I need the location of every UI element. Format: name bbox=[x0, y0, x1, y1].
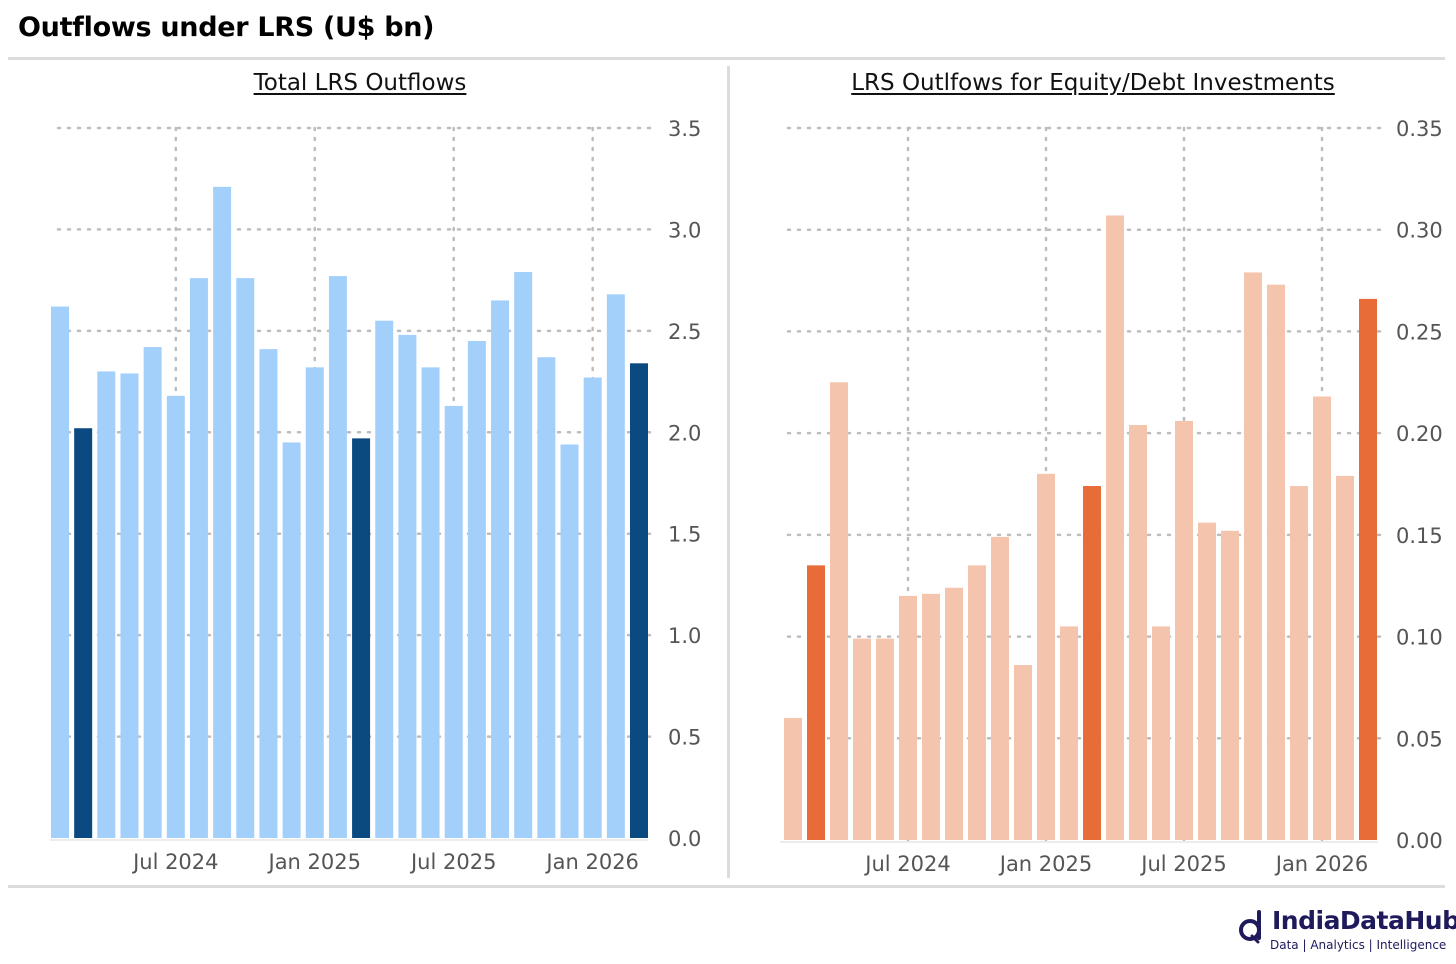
left-bar bbox=[189, 278, 208, 839]
left-bar bbox=[166, 395, 185, 838]
left-ytick-label: 2.5 bbox=[668, 320, 701, 344]
left-ytick-label: 3.0 bbox=[668, 218, 701, 242]
right-bar bbox=[784, 717, 802, 840]
left-bar bbox=[537, 357, 556, 838]
left-bar bbox=[514, 272, 533, 838]
left-bar bbox=[213, 186, 232, 839]
left-ytick-label: 2.0 bbox=[668, 421, 701, 445]
left-bar-highlight bbox=[74, 428, 93, 838]
bottom-divider bbox=[8, 885, 1445, 888]
left-bar bbox=[421, 367, 440, 838]
right-bar bbox=[1267, 284, 1285, 840]
left-bar bbox=[120, 373, 139, 838]
right-xtick-label: Jul 2024 bbox=[863, 852, 950, 876]
right-bar bbox=[1175, 420, 1193, 840]
left-bar bbox=[444, 405, 463, 838]
left-bar bbox=[143, 347, 162, 838]
right-ytick-label: 0.10 bbox=[1396, 626, 1443, 650]
panel-divider bbox=[727, 66, 730, 878]
left-xtick-label: Jan 2026 bbox=[544, 850, 639, 874]
right-bar bbox=[899, 595, 917, 840]
right-bar bbox=[991, 536, 1009, 840]
right-bar bbox=[1152, 626, 1170, 840]
right-ytick-label: 0.30 bbox=[1396, 219, 1443, 243]
top-divider bbox=[8, 57, 1445, 60]
right-bar bbox=[1106, 215, 1124, 840]
left-ytick-label: 1.0 bbox=[668, 624, 701, 648]
left-ytick-label: 3.5 bbox=[668, 117, 701, 141]
right-bar bbox=[1037, 473, 1055, 840]
logo-icon bbox=[1239, 910, 1261, 944]
left-bar bbox=[560, 444, 579, 838]
left-bar bbox=[259, 349, 278, 838]
right-bar-highlight bbox=[807, 565, 825, 840]
right-bar bbox=[876, 638, 894, 840]
right-chart-title: LRS Outlfows for Equity/Debt Investments bbox=[851, 70, 1335, 96]
right-bar bbox=[830, 382, 848, 840]
right-bar-highlight bbox=[1359, 298, 1377, 840]
right-ytick-label: 0.15 bbox=[1396, 524, 1443, 548]
left-bar-highlight bbox=[630, 363, 648, 838]
right-bar-highlight bbox=[1083, 486, 1101, 840]
logo-name: IndiaDataHub bbox=[1272, 906, 1456, 935]
left-bar bbox=[305, 367, 324, 838]
left-bar bbox=[467, 341, 486, 838]
right-bar bbox=[1014, 665, 1032, 840]
left-bar bbox=[328, 276, 347, 839]
right-bar bbox=[1198, 522, 1216, 840]
left-bar bbox=[606, 294, 625, 838]
right-bar bbox=[1313, 396, 1331, 840]
right-bar bbox=[1221, 530, 1239, 840]
right-bar bbox=[945, 587, 963, 840]
left-ytick-label: 0.0 bbox=[668, 827, 701, 851]
right-bar bbox=[1244, 272, 1262, 840]
right-ytick-label: 0.00 bbox=[1396, 829, 1443, 853]
left-xtick-label: Jul 2024 bbox=[131, 850, 218, 874]
right-xtick-label: Jul 2025 bbox=[1139, 852, 1226, 876]
right-bar bbox=[1336, 475, 1354, 840]
right-ytick-label: 0.35 bbox=[1396, 117, 1443, 141]
left-bar bbox=[583, 377, 602, 838]
left-ytick-label: 0.5 bbox=[668, 726, 701, 750]
left-xtick-label: Jul 2025 bbox=[409, 850, 496, 874]
left-bar bbox=[491, 300, 510, 838]
right-bar bbox=[922, 593, 940, 840]
left-bar bbox=[97, 371, 116, 838]
page-title: Outflows under LRS (U$ bn) bbox=[18, 12, 435, 43]
right-bar bbox=[853, 638, 871, 840]
right-ytick-label: 0.20 bbox=[1396, 422, 1443, 446]
right-bar bbox=[1290, 486, 1308, 840]
right-ytick-label: 0.25 bbox=[1396, 320, 1443, 344]
left-xtick-label: Jan 2025 bbox=[267, 850, 362, 874]
left-chart-title: Total LRS Outflows bbox=[253, 70, 467, 96]
left-bar bbox=[282, 442, 301, 838]
right-bar bbox=[1060, 626, 1078, 840]
left-bar-highlight bbox=[352, 438, 371, 838]
right-xtick-label: Jan 2025 bbox=[998, 852, 1093, 876]
right-bar bbox=[1129, 425, 1147, 840]
right-xtick-label: Jan 2026 bbox=[1274, 852, 1369, 876]
left-bar bbox=[398, 334, 417, 838]
right-bar bbox=[968, 565, 986, 840]
left-bar bbox=[236, 278, 255, 839]
left-ytick-label: 1.5 bbox=[668, 523, 701, 547]
logo: IndiaDataHub Data | Analytics | Intellig… bbox=[1238, 906, 1456, 956]
logo-tagline: Data | Analytics | Intelligence bbox=[1270, 938, 1447, 952]
left-bar bbox=[375, 320, 394, 838]
left-bar bbox=[51, 306, 69, 838]
right-ytick-label: 0.05 bbox=[1396, 727, 1443, 751]
